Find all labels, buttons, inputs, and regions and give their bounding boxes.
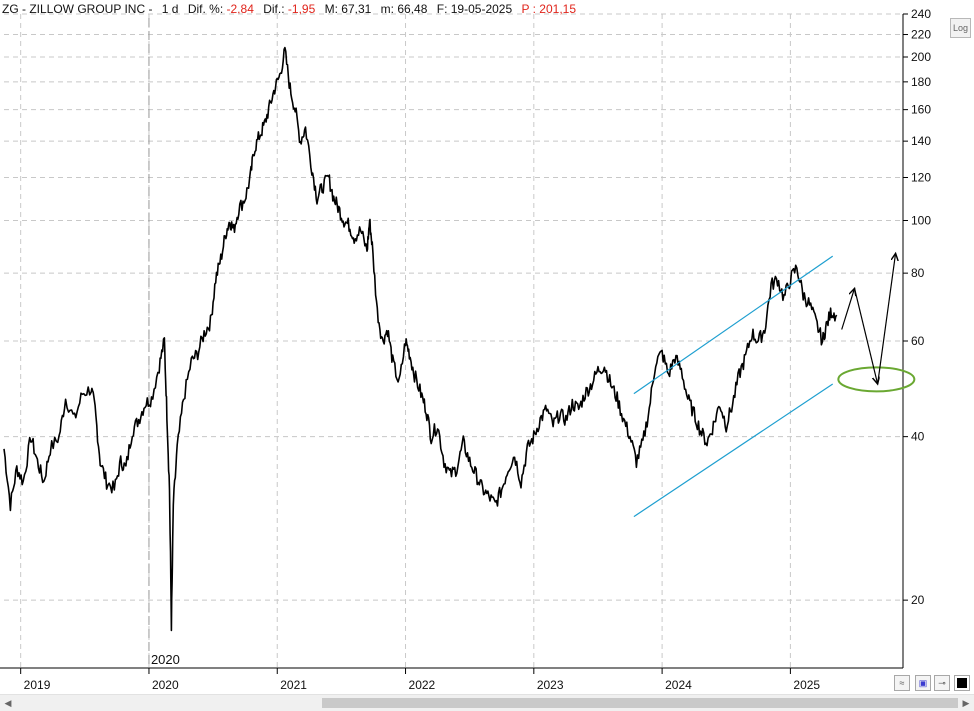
channel-lower-line [633,383,834,518]
dif-pct-value: -2,84 [226,2,254,16]
scroll-left-icon[interactable]: ◀ [4,698,12,708]
black-square-icon[interactable] [954,675,970,691]
y-tick-label: 100 [911,214,931,228]
dif-pct-label: Dif. %: [187,2,224,16]
dif-label: Dif.: [263,2,285,16]
p-label: P : [521,2,536,16]
forecast-arrow-up [841,288,855,330]
y-tick-label: 40 [911,430,925,444]
y-tick-label: 160 [911,103,931,117]
y-tick-label: 20 [911,593,925,607]
annotations[interactable] [633,253,916,518]
y-tick-label: 80 [911,266,925,280]
y-tick-label: 120 [911,171,931,185]
chart-header: ZG - ZILLOW GROUP INC - 1 d Dif. %: -2,8… [2,2,576,18]
scroll-thumb[interactable] [322,698,958,708]
wave-icon[interactable]: ≈ [894,675,910,691]
y-tick-label: 180 [911,75,931,89]
grid-lines [4,13,903,668]
min-label: m: [380,2,395,16]
pin-icon[interactable]: ⊸ [934,675,950,691]
max-label: M: [324,2,338,16]
p-value: 201,15 [539,2,576,16]
y-tick-label: 140 [911,134,931,148]
y-tick-label: 220 [911,28,931,42]
date-value: 19-05-2025 [450,2,513,16]
forecast-arrow-down [853,288,878,384]
x-tick-label: 2024 [665,678,692,692]
y-tick-label: 240 [911,7,931,21]
max-value: 67,31 [341,2,372,16]
log-scale-button[interactable]: Log [950,18,971,38]
x-tick-label: 2025 [793,678,820,692]
scroll-right-icon[interactable]: ▶ [962,698,970,708]
forecast-arrow-rally [877,253,896,385]
target-ellipse [837,366,916,393]
y-tick-label: 200 [911,50,931,64]
dif-value: -1,95 [287,2,316,16]
save-icon[interactable]: ▣ [915,675,931,691]
x-tick-label: 2023 [537,678,564,692]
horizontal-scrollbar[interactable]: ◀ ▶ [0,694,974,711]
symbol-title: ZG - ZILLOW GROUP INC - [2,2,153,16]
x-tick-label: 2019 [24,678,51,692]
year-marker-label: 2020 [151,652,180,667]
price-line [3,46,838,632]
price-series [3,46,838,632]
x-tick-label: 2022 [409,678,436,692]
y-tick-label: 60 [911,334,925,348]
price-chart[interactable]: 20 40 60 80 100 120 140 160 180 200 220 240 2019 2020… [0,0,974,694]
date-label: F: [436,2,448,16]
min-value: 66,48 [397,2,428,16]
channel-upper-line [633,255,834,395]
x-tick-label: 2020 [152,678,179,692]
x-tick-label: 2021 [280,678,307,692]
interval-label: 1 d [161,2,179,16]
axes: 20 40 60 80 100 120 140 160 180 200 220 240 2019 2020… [0,7,931,692]
